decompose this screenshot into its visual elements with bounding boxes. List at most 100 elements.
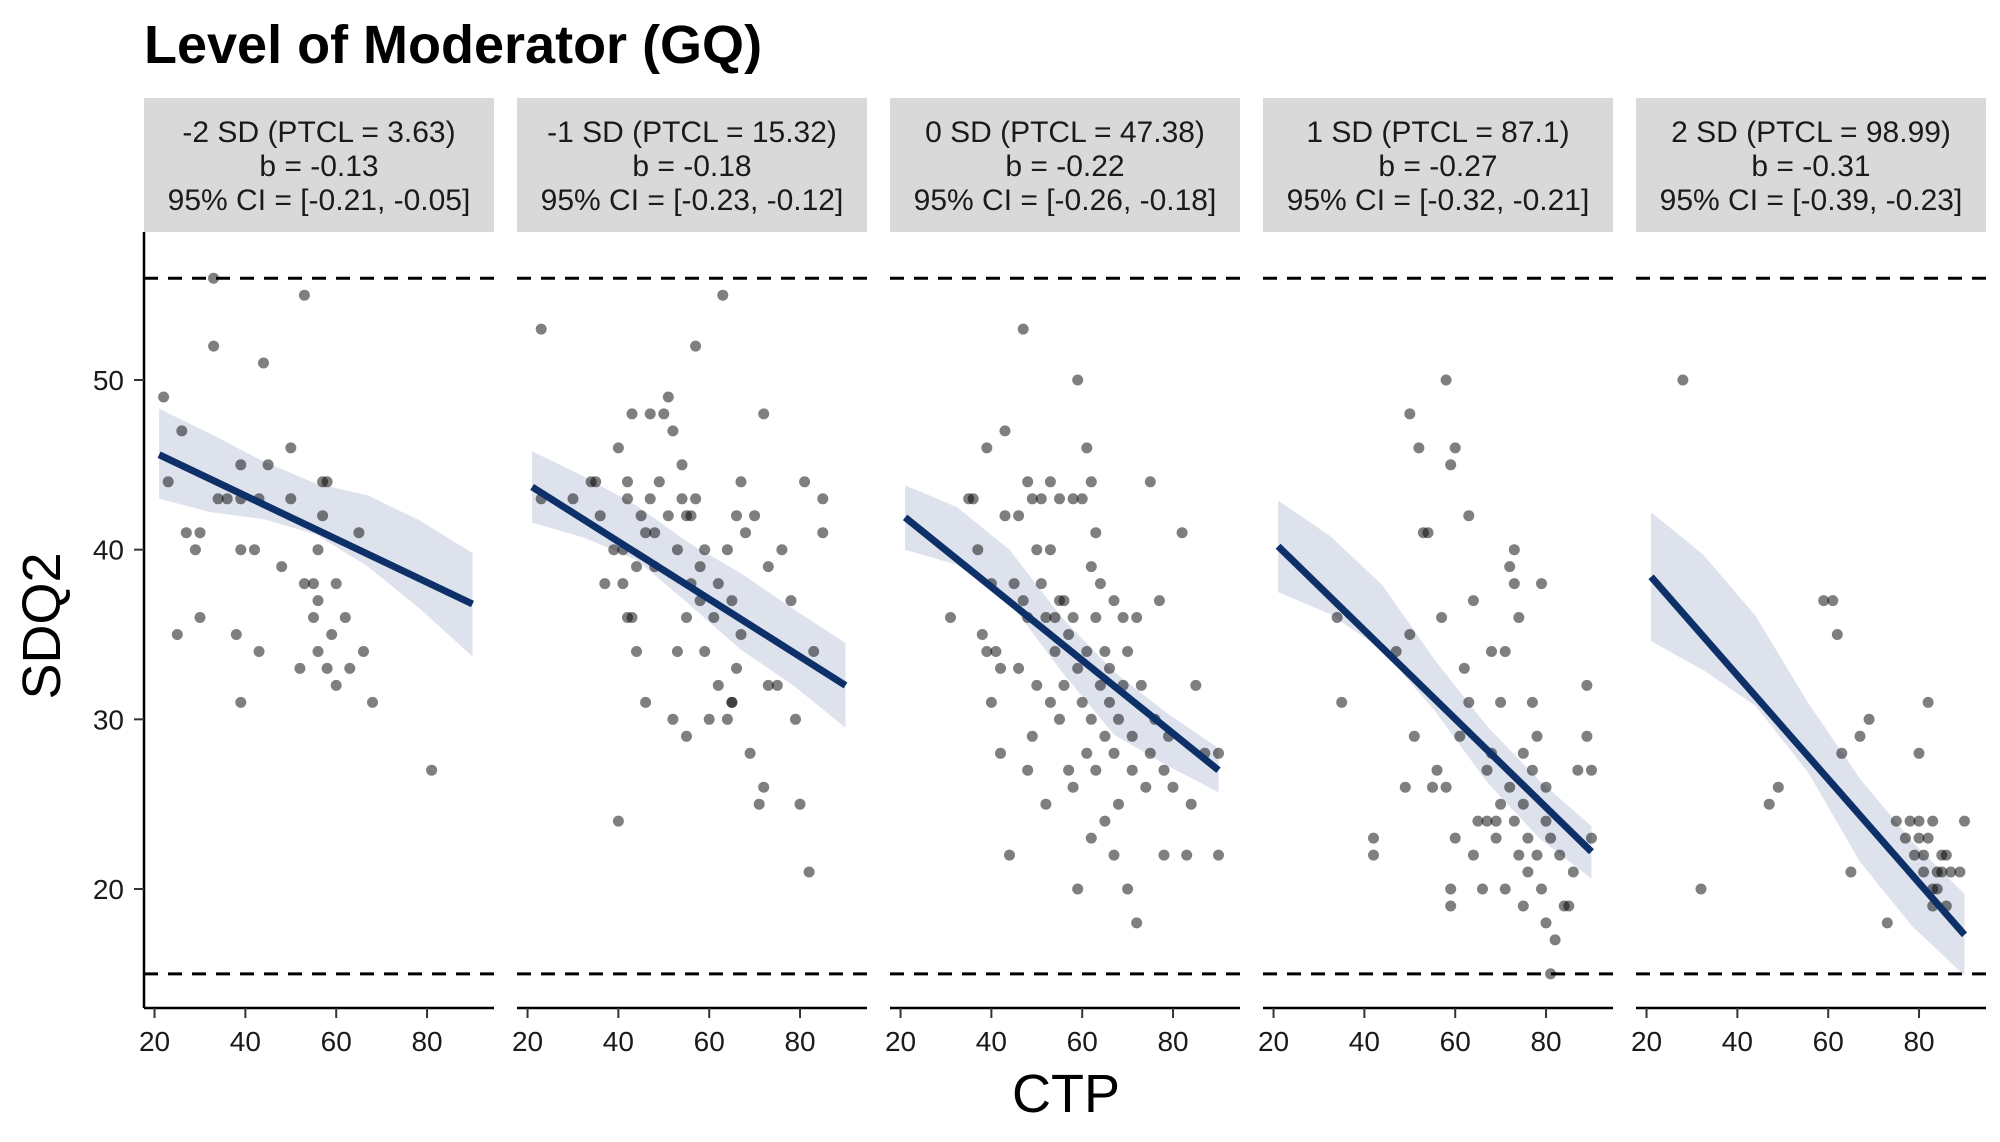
data-point (1117, 612, 1129, 623)
data-point (1094, 679, 1106, 691)
data-point (1677, 374, 1689, 386)
data-point (1090, 612, 1102, 623)
data-point (1536, 883, 1547, 895)
data-point (1144, 747, 1156, 759)
data-point (1445, 459, 1457, 471)
data-point (776, 544, 788, 556)
data-point (1085, 713, 1097, 725)
data-point (285, 493, 297, 505)
data-point (681, 612, 692, 623)
data-point (726, 696, 738, 708)
data-point (1463, 696, 1475, 708)
data-point (1085, 476, 1097, 488)
data-point (1922, 832, 1934, 844)
data-point (735, 476, 747, 488)
data-point (321, 476, 333, 488)
strip-background (890, 98, 1240, 232)
data-point (1063, 764, 1075, 776)
strip-label: 0 SD (PTCL = 47.38) (925, 116, 1205, 149)
data-point (344, 662, 356, 674)
data-point (1445, 900, 1457, 912)
data-point (321, 662, 333, 674)
data-point (1517, 798, 1529, 810)
data-point (1185, 798, 1197, 810)
data-point (171, 629, 183, 640)
data-point (1126, 764, 1138, 776)
strip-label: b = -0.27 (1378, 150, 1497, 183)
x-tick-label: 20 (885, 1026, 916, 1057)
data-point (649, 527, 661, 539)
data-point (1904, 815, 1916, 827)
data-point (312, 646, 324, 657)
data-point (1467, 595, 1479, 607)
data-point (1035, 578, 1047, 590)
data-point (339, 612, 351, 623)
data-point (1913, 832, 1925, 844)
data-point (1481, 764, 1493, 776)
data-point (626, 612, 638, 623)
data-point (1035, 493, 1047, 505)
data-point (1945, 866, 1957, 878)
data-point (1517, 747, 1529, 759)
strip-background (1636, 98, 1986, 232)
data-point (176, 425, 188, 437)
data-point (1040, 798, 1052, 810)
data-point (1336, 696, 1348, 708)
strip-label: b = -0.13 (259, 150, 378, 183)
data-point (1176, 527, 1188, 539)
data-point (735, 629, 747, 640)
data-point (1545, 968, 1557, 980)
data-point (1563, 900, 1575, 912)
x-tick-label: 40 (230, 1026, 261, 1057)
data-point (1013, 662, 1025, 674)
data-point (1427, 781, 1438, 793)
regression-line (157, 451, 475, 608)
strip-label: b = -0.18 (632, 150, 751, 183)
data-point (617, 578, 629, 590)
data-point (1481, 815, 1493, 827)
data-point (1490, 815, 1502, 827)
data-point (1049, 612, 1061, 623)
data-point (1508, 815, 1520, 827)
data-point (726, 595, 738, 607)
data-point (1054, 493, 1065, 505)
data-point (1918, 849, 1930, 861)
data-point (1454, 730, 1466, 742)
data-point (158, 391, 170, 403)
data-point (622, 476, 633, 488)
data-point (699, 544, 711, 556)
data-point (1090, 527, 1102, 539)
data-point (1554, 849, 1566, 861)
data-point (235, 696, 247, 708)
strip-label: 95% CI = [-0.21, -0.05] (168, 184, 471, 217)
y-axis: 20 30 40 50 (93, 232, 146, 1008)
data-point (1422, 527, 1434, 539)
data-point (671, 544, 683, 556)
strip-label: 95% CI = [-0.39, -0.23] (1660, 184, 1963, 217)
data-point (1122, 646, 1134, 657)
data-point (1445, 883, 1457, 895)
data-point (1108, 747, 1120, 759)
data-point (1522, 866, 1534, 878)
confidence-band (1651, 512, 1965, 976)
data-point (1458, 662, 1470, 674)
strip-label: -2 SD (PTCL = 3.63) (182, 116, 455, 149)
data-point (690, 340, 702, 352)
data-point (676, 493, 688, 505)
data-point (1085, 561, 1097, 573)
data-point (1467, 849, 1479, 861)
data-point (662, 510, 674, 522)
data-point (1927, 815, 1939, 827)
data-point (1499, 646, 1511, 657)
data-point (758, 781, 770, 793)
data-point (1113, 798, 1124, 810)
data-point (1167, 781, 1179, 793)
data-point (622, 493, 633, 505)
data-point (258, 357, 269, 369)
data-point (1477, 883, 1488, 895)
data-point (1913, 747, 1925, 759)
data-point (721, 544, 733, 556)
